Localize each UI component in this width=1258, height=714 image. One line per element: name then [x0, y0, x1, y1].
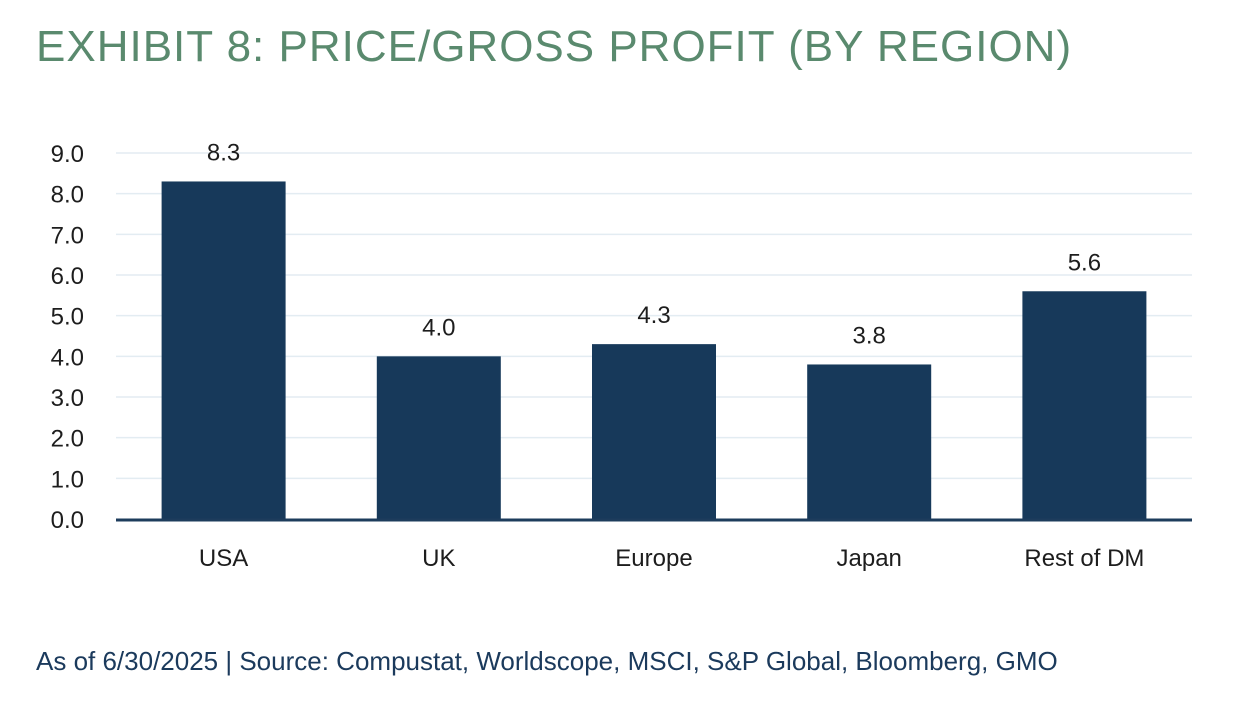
bar-uk: [376, 356, 501, 519]
bar-europe: [592, 344, 716, 519]
y-tick-label: 5.0: [51, 304, 84, 331]
y-tick-label: 3.0: [51, 385, 84, 412]
data-label: 8.3: [207, 139, 240, 166]
y-tick-label: 9.0: [51, 141, 84, 168]
x-tick-label: Europe: [615, 545, 692, 572]
chart-title: EXHIBIT 8: PRICE/GROSS PROFIT (BY REGION…: [36, 22, 1073, 71]
bars: [161, 181, 1147, 519]
y-tick-label: 0.0: [51, 507, 84, 534]
y-tick-label: 4.0: [51, 344, 84, 371]
bar-japan: [807, 364, 932, 519]
data-label: 4.3: [637, 302, 670, 329]
y-tick-label: 2.0: [51, 426, 84, 453]
x-axis-ticks: USA UK Europe Japan Rest of DM: [199, 545, 1144, 572]
bar-chart: 0.0 1.0 2.0 3.0 4.0 5.0 6.0 7.0 8.0 9.0 8.3 4.0 4.3…: [51, 139, 1192, 572]
y-tick-label: 8.0: [51, 182, 84, 209]
data-label: 4.0: [422, 314, 455, 341]
y-tick-label: 6.0: [51, 263, 84, 290]
x-tick-label: USA: [199, 545, 248, 572]
y-axis-ticks: 0.0 1.0 2.0 3.0 4.0 5.0 6.0 7.0 8.0 9.0: [51, 141, 84, 534]
bar-rest-of-dm: [1022, 291, 1147, 519]
data-label: 3.8: [853, 322, 886, 349]
source-note: As of 6/30/2025 | Source: Compustat, Wor…: [36, 646, 1058, 676]
y-tick-label: 1.0: [51, 466, 84, 493]
bar-usa: [161, 181, 286, 519]
data-labels: 8.3 4.0 4.3 3.8 5.6: [207, 139, 1101, 349]
y-tick-label: 7.0: [51, 222, 84, 249]
x-tick-label: Japan: [837, 545, 902, 572]
x-tick-label: Rest of DM: [1024, 545, 1144, 572]
x-tick-label: UK: [422, 545, 455, 572]
data-label: 5.6: [1068, 249, 1101, 276]
